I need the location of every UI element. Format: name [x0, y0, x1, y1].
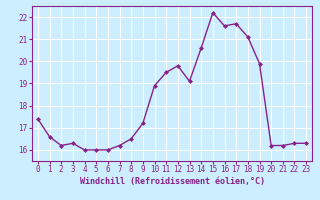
X-axis label: Windchill (Refroidissement éolien,°C): Windchill (Refroidissement éolien,°C): [79, 177, 265, 186]
